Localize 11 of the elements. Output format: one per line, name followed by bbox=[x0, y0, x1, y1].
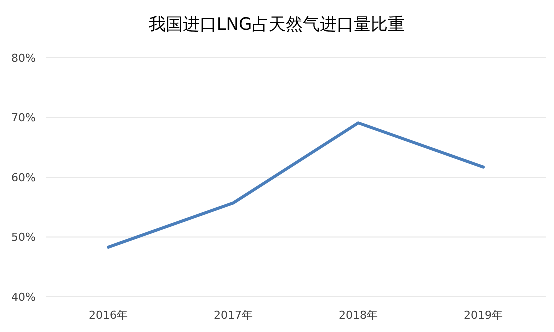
y-tick-label: 50% bbox=[12, 231, 36, 244]
y-tick-label: 70% bbox=[12, 112, 36, 125]
y-tick-label: 40% bbox=[12, 290, 36, 304]
x-tick-label: 2017年 bbox=[214, 309, 253, 322]
line-series bbox=[107, 122, 485, 249]
y-tick-label: 80% bbox=[12, 52, 36, 65]
chart-title: 我国进口LNG占天然气进口量比重 bbox=[148, 15, 406, 35]
x-tick-label: 2018年 bbox=[339, 309, 378, 322]
x-tick-label: 2019年 bbox=[464, 309, 503, 322]
y-tick-label: 60% bbox=[12, 171, 36, 184]
x-tick-label: 2016年 bbox=[89, 309, 128, 322]
